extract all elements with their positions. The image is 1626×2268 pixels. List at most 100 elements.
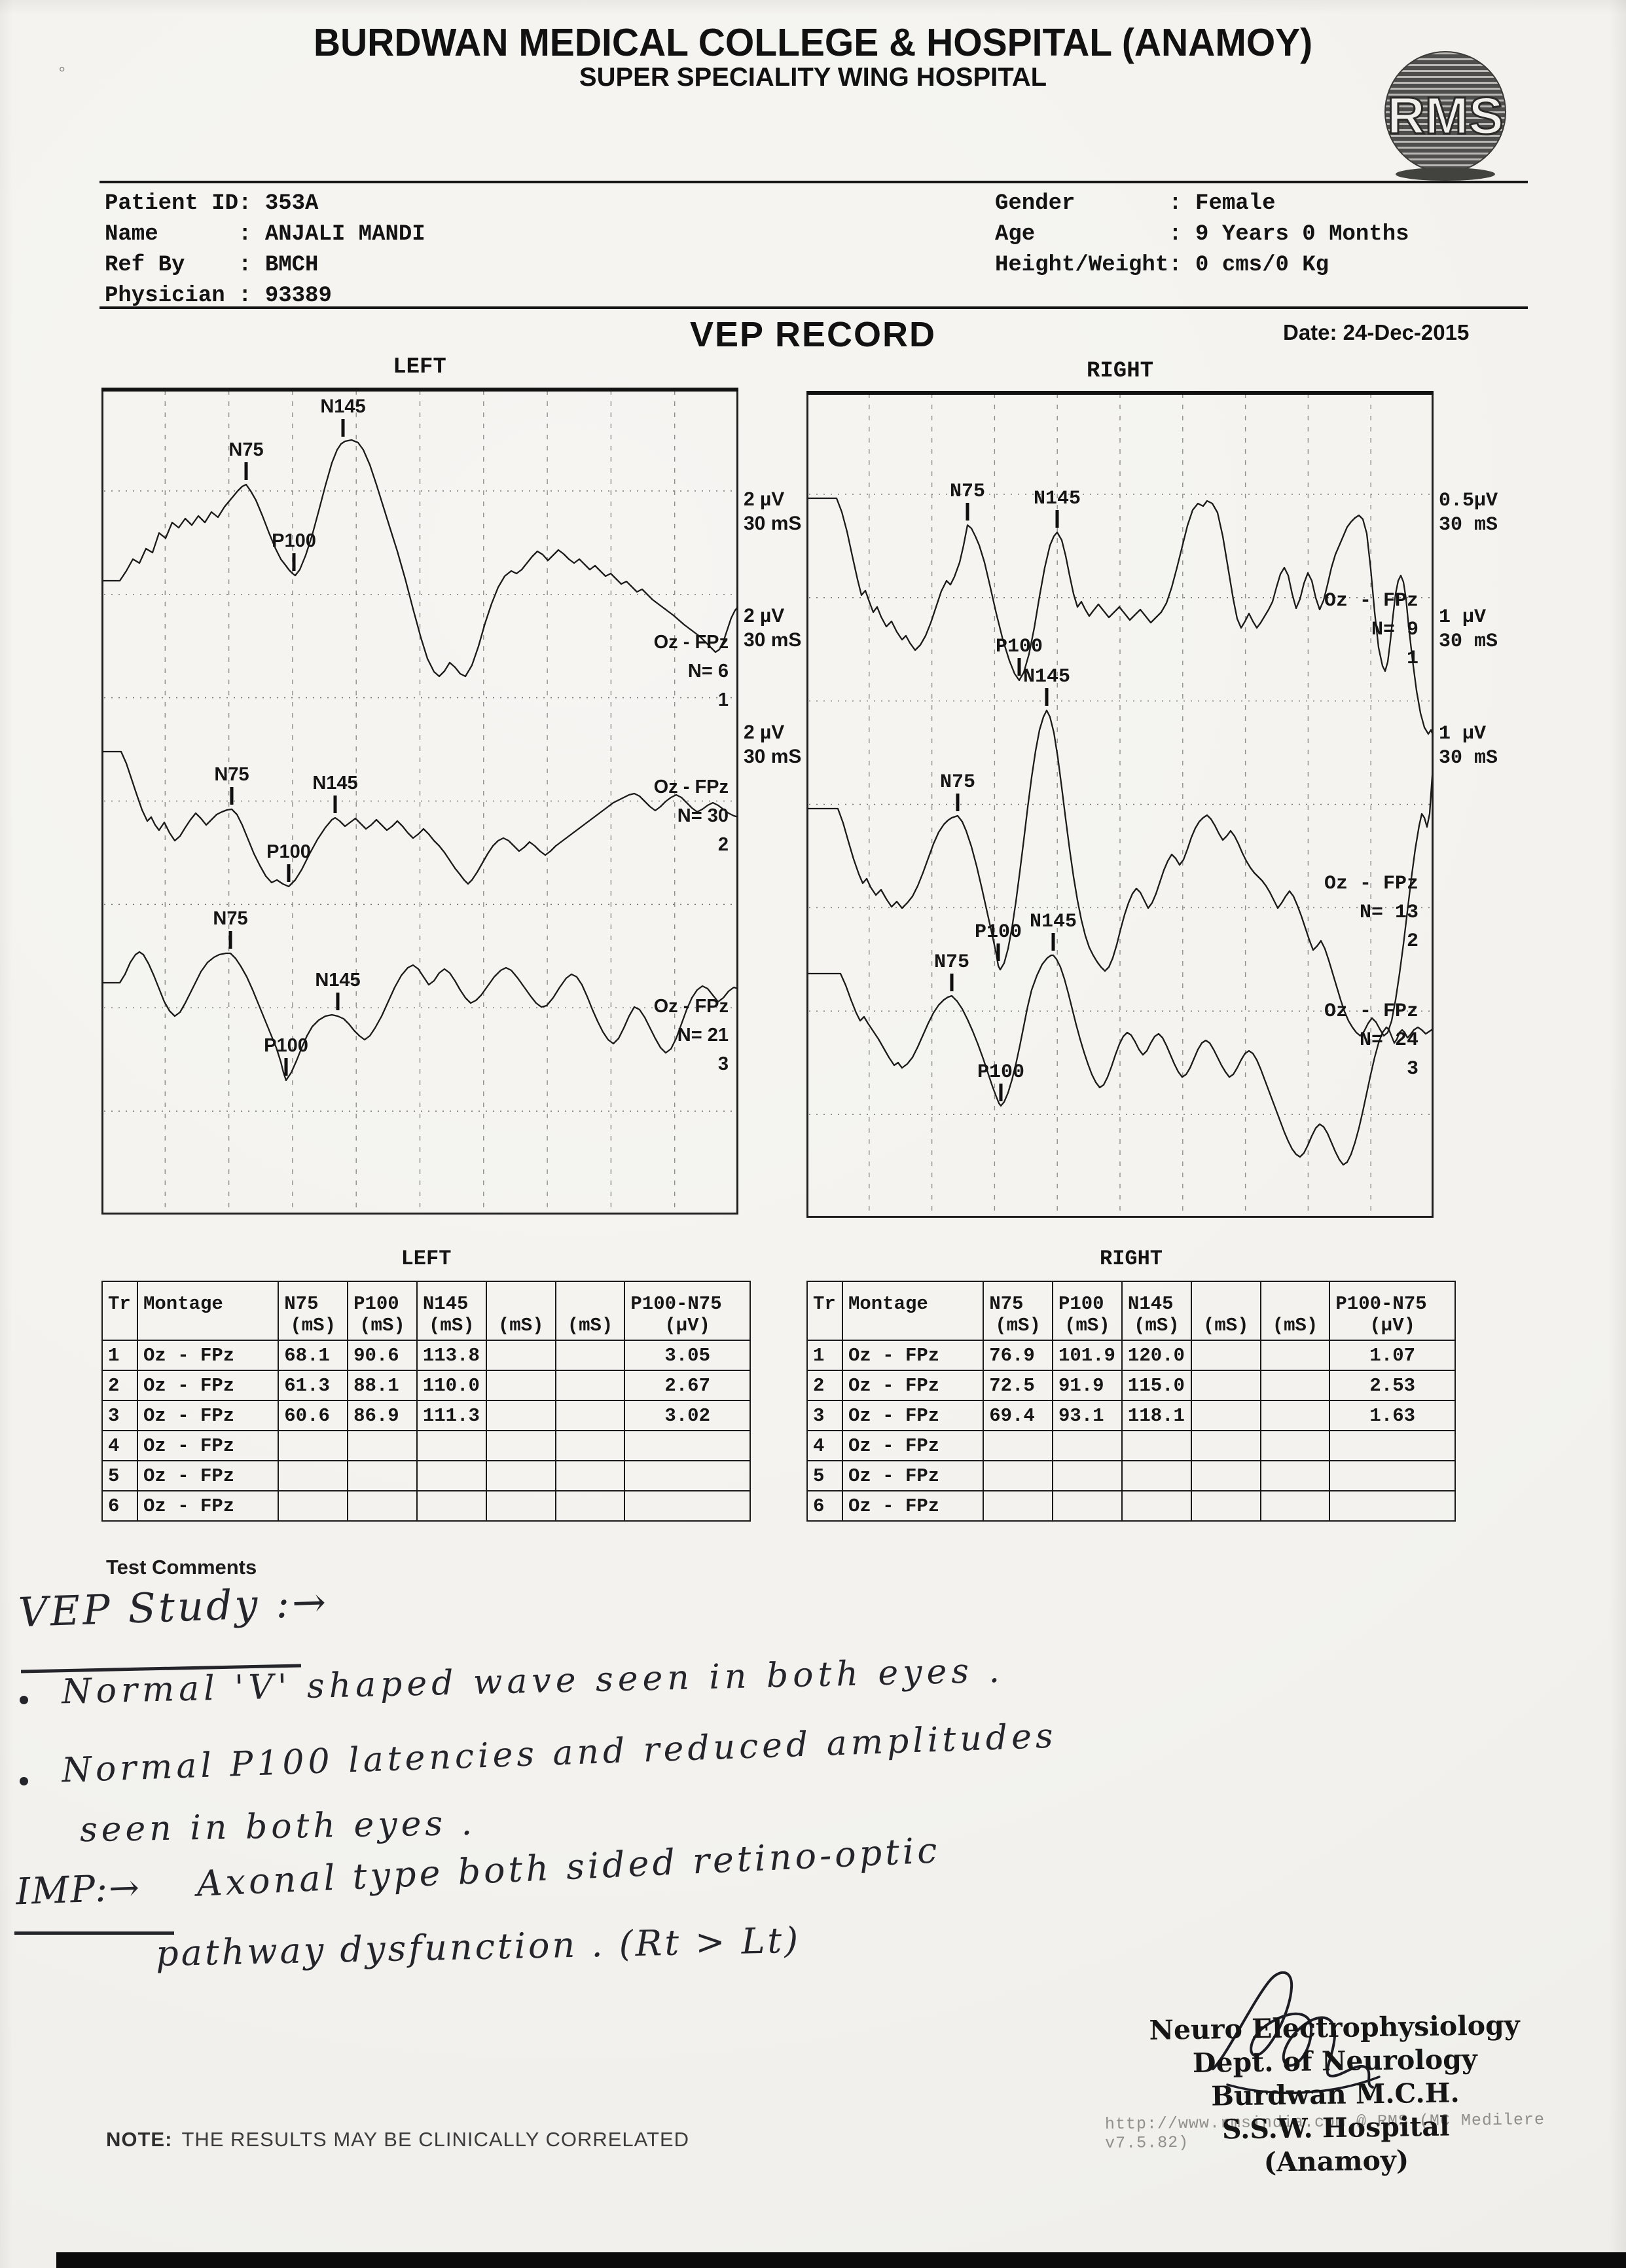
left-latency-table: Tr Montage N75 P100 N145 P100-N75 (mS) (mS) (mS)… xyxy=(101,1281,751,1522)
table-cell: Oz - FPz xyxy=(136,1460,280,1491)
handwritten-comment-line: Normal 'V' shaped wave seen in both eyes… xyxy=(61,1651,1005,1712)
right-table-title: RIGHT xyxy=(1099,1247,1163,1271)
table-cell: 6 xyxy=(101,1490,138,1522)
table-cell: Oz - FPz xyxy=(841,1430,985,1461)
table-row: 6 Oz - FPz xyxy=(806,1490,1456,1522)
peak-marker-label: N75 xyxy=(213,908,247,929)
peak-marker-label: N75 xyxy=(228,439,263,460)
table-cell: Oz - FPz xyxy=(136,1340,280,1371)
table-cell: 2.67 xyxy=(624,1370,751,1401)
peak-marker-label: N145 xyxy=(312,773,357,794)
stamp-line: S.S.W. Hospital (Anamoy) xyxy=(1221,2110,1450,2178)
handwritten-comment-line: seen in both eyes . xyxy=(79,1803,477,1850)
table-cell xyxy=(983,1460,1053,1491)
right-eye-vep-chart: N75 P100 N145 Oz - FPz N= 9 1 N75 P100 N145 Oz - … xyxy=(806,391,1434,1218)
table-cell xyxy=(278,1460,349,1491)
table-cell: 86.9 xyxy=(347,1400,418,1431)
table-cell: 3 xyxy=(101,1400,138,1431)
rms-logo: RMS xyxy=(1382,48,1508,185)
column-unit: (mS) xyxy=(1259,1315,1331,1341)
trace-annotation: 2 xyxy=(718,834,729,855)
patient-field: Age : 9 Years 0 Months xyxy=(995,222,1409,247)
handwritten-bullet-dot xyxy=(20,1777,28,1785)
right-latency-table: Tr Montage N75 P100 N145 P100-N75 (mS) (mS) (mS)… xyxy=(806,1281,1456,1522)
table-cell: 90.6 xyxy=(347,1340,418,1371)
column-unit: (mS) xyxy=(416,1315,487,1341)
table-cell: 6 xyxy=(806,1490,843,1522)
waveform-trace-1 xyxy=(101,439,738,678)
table-cell: 115.0 xyxy=(1121,1370,1192,1401)
stamp-line: Dept. of Neurology xyxy=(1192,2043,1477,2079)
trace-annotation: 2 xyxy=(1407,930,1418,953)
peak-marker-label: N75 xyxy=(940,771,975,794)
note-label: NOTE: xyxy=(106,2128,173,2151)
trace-annotation: N= 13 xyxy=(1360,902,1418,924)
note-text: THE RESULTS MAY BE CLINICALLY CORRELATED xyxy=(181,2128,690,2151)
column-header: P100-N75 xyxy=(1329,1281,1456,1315)
logo-text: RMS xyxy=(1387,86,1504,145)
test-comments-heading: Test Comments xyxy=(106,1556,257,1579)
signature-scribble xyxy=(1212,1971,1381,2094)
waveform-trace-2 xyxy=(101,750,738,888)
table-cell xyxy=(1329,1460,1456,1491)
table-cell xyxy=(1121,1490,1192,1522)
table-cell: 4 xyxy=(101,1430,138,1461)
scale-label: 1 µV 30 mS xyxy=(1439,606,1498,653)
column-unit: (mS) xyxy=(1051,1315,1123,1341)
table-cell: 5 xyxy=(806,1460,843,1491)
table-cell: Oz - FPz xyxy=(841,1400,985,1431)
table-cell: 1 xyxy=(806,1340,843,1371)
table-cell xyxy=(1051,1460,1123,1491)
stamp-line: Burdwan M.C.H. xyxy=(1210,2077,1460,2112)
column-header: P100 xyxy=(1051,1281,1123,1315)
table-row: 3 Oz - FPz 60.6 86.9 111.3 3.02 xyxy=(101,1400,751,1431)
table-cell: 3 xyxy=(806,1400,843,1431)
scale-label: 2 µV 30 mS xyxy=(744,605,802,651)
table-cell xyxy=(1190,1400,1261,1431)
table-cell: 101.9 xyxy=(1051,1340,1123,1371)
table-units-row: (mS) (mS) (mS) (mS) (mS) (µV) xyxy=(806,1315,1456,1341)
record-title: VEP RECORD xyxy=(689,315,937,354)
peak-marker-label: N145 xyxy=(1023,666,1070,688)
table-cell: 69.4 xyxy=(983,1400,1053,1431)
record-date: Date: 24-Dec-2015 xyxy=(1283,320,1470,344)
table-cell: Oz - FPz xyxy=(841,1340,985,1371)
peak-marker-label: P100 xyxy=(975,921,1022,943)
column-header xyxy=(1259,1281,1331,1315)
scale-label: 0.5µV 30 mS xyxy=(1439,490,1498,536)
table-cell: 113.8 xyxy=(416,1340,487,1371)
table-cell xyxy=(1259,1340,1331,1371)
column-unit xyxy=(841,1315,985,1341)
rms-logo-graphic: RMS xyxy=(1384,51,1506,181)
table-cell xyxy=(347,1460,418,1491)
left-eye-vep-chart: N75 P100 N145 Oz - FPz N= 6 1 N75 P100 N145 Oz - … xyxy=(101,388,738,1215)
table-row: 6 Oz - FPz xyxy=(101,1490,751,1522)
trace-annotation: N= 6 xyxy=(688,661,729,682)
vep-results-table: Tr Montage N75 P100 N145 P100-N75 (mS) (mS) (mS)… xyxy=(101,1281,751,1522)
column-header: Montage xyxy=(841,1281,985,1315)
table-cell: 110.0 xyxy=(416,1370,487,1401)
column-header: Tr xyxy=(101,1281,138,1315)
column-unit: (mS) xyxy=(485,1315,556,1341)
scan-edge-strip xyxy=(56,2252,1626,2268)
waveform-trace-3 xyxy=(806,954,1434,1166)
trace-annotation: N= 9 xyxy=(1371,619,1418,641)
handwritten-bullet-dot xyxy=(20,1696,28,1704)
patient-field: Ref By : BMCH xyxy=(105,253,319,278)
table-header-row: Tr Montage N75 P100 N145 P100-N75 xyxy=(806,1281,1456,1315)
table-cell: 111.3 xyxy=(416,1400,487,1431)
department-stamp: Neuro Electrophysiology Dept. of Neurolog… xyxy=(1144,2009,1527,2181)
peak-marker-label: P100 xyxy=(977,1061,1024,1084)
table-cell xyxy=(416,1460,487,1491)
table-cell: 3.02 xyxy=(624,1400,751,1431)
column-header xyxy=(485,1281,556,1315)
table-cell xyxy=(1329,1490,1456,1522)
table-cell xyxy=(1259,1400,1331,1431)
handwritten-impression-line: pathway dysfunction . (Rt > Lt) xyxy=(155,1919,801,1975)
column-header: N145 xyxy=(1121,1281,1192,1315)
peak-marker-label: N145 xyxy=(1034,488,1081,510)
table-cell xyxy=(1190,1430,1261,1461)
table-cell: 88.1 xyxy=(347,1370,418,1401)
table-cell xyxy=(278,1430,349,1461)
column-header: N75 xyxy=(983,1281,1053,1315)
